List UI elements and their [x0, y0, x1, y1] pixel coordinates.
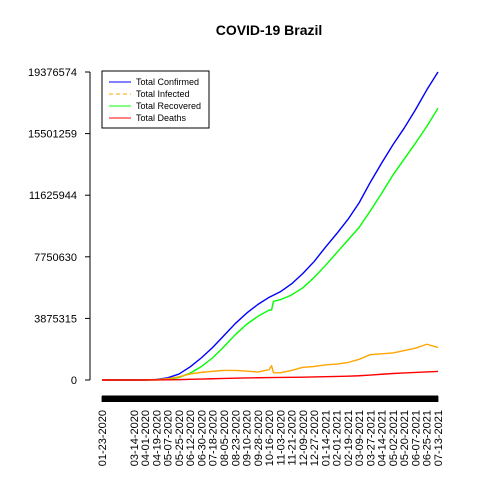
x-tick-label: 04-19-2020	[151, 410, 163, 466]
x-tick-label: 02-19-2021	[343, 410, 355, 466]
y-tick-label: 7750630	[34, 252, 77, 264]
x-tick-label: 12-09-2020	[298, 410, 310, 466]
x-tick-label: 12-27-2020	[309, 410, 321, 466]
series-line-total-recovered	[102, 107, 439, 381]
x-tick-label: 11-03-2020	[275, 410, 287, 465]
x-tick-label: 09-10-2020	[242, 410, 254, 466]
x-tick-label: 07-13-2021	[433, 410, 445, 466]
x-tick-label: 01-14-2021	[320, 410, 332, 466]
series-line-total-deaths	[102, 370, 439, 381]
y-tick-label: 0	[71, 375, 77, 387]
x-tick-label: 05-07-2020	[163, 410, 175, 466]
x-tick-label: 01-23-2020	[97, 410, 109, 466]
y-tick-label: 11625944	[29, 190, 77, 202]
x-tick-marks	[101, 396, 439, 402]
x-tick-label: 07-18-2020	[208, 410, 220, 466]
legend: Total Confirmed Total Infected Total Recov…	[101, 70, 210, 129]
legend-label: Total Recovered	[136, 101, 201, 111]
x-tick-label: 05-20-2021	[399, 410, 411, 466]
series-line-total-infected	[102, 343, 439, 381]
x-tick-label: 06-07-2021	[410, 410, 422, 466]
series-lines	[102, 71, 439, 381]
x-tick-label: 06-12-2020	[185, 410, 197, 466]
x-tick-label: 04-14-2021	[377, 410, 389, 466]
x-tick-label: 05-02-2021	[388, 410, 400, 466]
x-tick-label: 11-21-2020	[287, 410, 299, 465]
x-tick-label: 05-25-2020	[174, 410, 186, 466]
legend-label: Total Infected	[136, 89, 190, 99]
x-tick-label: 08-23-2020	[230, 410, 242, 466]
x-tick-label: 10-16-2020	[264, 410, 276, 466]
y-tick-label: 15501259	[28, 129, 77, 141]
x-tick-label: 02-01-2021	[332, 410, 344, 466]
x-tick-label: 09-28-2020	[253, 410, 265, 466]
x-tick-label: 06-25-2021	[422, 410, 434, 466]
y-tick-label: 3875315	[34, 313, 77, 325]
y-axis: 0 3875315 7750630 11625944 15501259 19376574	[28, 67, 91, 387]
x-tick-label: 03-27-2021	[365, 410, 377, 466]
legend-label: Total Deaths	[136, 113, 187, 123]
y-tick-label: 19376574	[28, 67, 77, 79]
x-tick-label: 04-01-2020	[140, 410, 152, 466]
x-tick-label: 08-05-2020	[219, 410, 231, 466]
series-line-total-confirmed	[102, 71, 439, 381]
x-axis: 01-23-2020 03-14-2020 04-01-2020 04-19-2020…	[97, 395, 445, 466]
x-tick-label: 06-30-2020	[196, 410, 208, 466]
chart-title: COVID-19 Brazil	[216, 22, 323, 38]
x-tick-label: 03-09-2021	[354, 410, 366, 466]
x-tick-label: 03-14-2020	[129, 410, 141, 466]
legend-label: Total Confirmed	[136, 77, 199, 87]
